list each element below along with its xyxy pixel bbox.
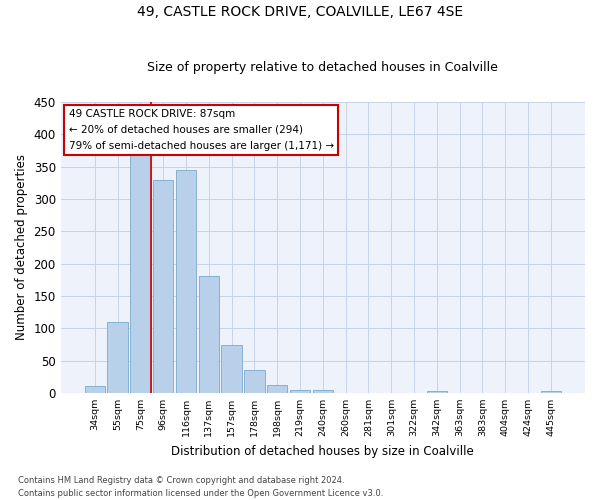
- Bar: [313, 390, 333, 393]
- Text: 49, CASTLE ROCK DRIVE, COALVILLE, LE67 4SE: 49, CASTLE ROCK DRIVE, COALVILLE, LE67 4…: [137, 5, 463, 19]
- Bar: [267, 385, 287, 393]
- Bar: [199, 276, 219, 393]
- Text: 49 CASTLE ROCK DRIVE: 87sqm
← 20% of detached houses are smaller (294)
79% of se: 49 CASTLE ROCK DRIVE: 87sqm ← 20% of det…: [68, 110, 334, 150]
- Bar: [290, 390, 310, 393]
- Bar: [541, 391, 561, 393]
- Bar: [130, 150, 151, 393]
- X-axis label: Distribution of detached houses by size in Coalville: Distribution of detached houses by size …: [172, 444, 474, 458]
- Bar: [176, 170, 196, 393]
- Bar: [427, 391, 447, 393]
- Bar: [107, 322, 128, 393]
- Y-axis label: Number of detached properties: Number of detached properties: [15, 154, 28, 340]
- Bar: [85, 386, 105, 393]
- Title: Size of property relative to detached houses in Coalville: Size of property relative to detached ho…: [148, 62, 498, 74]
- Bar: [221, 345, 242, 393]
- Text: Contains HM Land Registry data © Crown copyright and database right 2024.
Contai: Contains HM Land Registry data © Crown c…: [18, 476, 383, 498]
- Bar: [244, 370, 265, 393]
- Bar: [153, 180, 173, 393]
